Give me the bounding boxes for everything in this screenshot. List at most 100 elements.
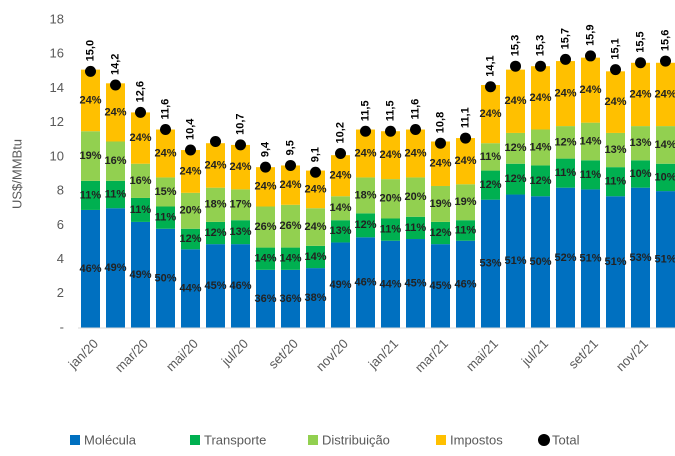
- share-label: 12%: [554, 136, 576, 148]
- share-label: 24%: [179, 165, 201, 177]
- total-label: 15,0: [84, 40, 96, 61]
- bar-segment: [106, 180, 125, 209]
- bar-segment: [531, 66, 550, 130]
- legend-label: Distribuição: [322, 432, 390, 447]
- share-label: 11%: [580, 169, 602, 181]
- bar-segment: [631, 126, 650, 161]
- bar-segment: [456, 220, 475, 241]
- bar-segment: [256, 247, 275, 270]
- total-dot: [310, 166, 321, 178]
- bar-segment: [131, 197, 150, 222]
- total-dot: [360, 125, 371, 137]
- legend-swatch: [190, 435, 200, 445]
- share-label: 46%: [354, 277, 376, 289]
- share-label: 24%: [129, 132, 151, 144]
- share-label: 11%: [605, 176, 627, 188]
- bar-segment: [606, 71, 625, 133]
- share-label: 10%: [654, 171, 675, 183]
- x-tick-label: nov/21: [613, 336, 651, 374]
- share-label: 15%: [154, 186, 176, 198]
- total-label: 10,8: [434, 112, 446, 133]
- x-tick-label: jul/20: [218, 336, 251, 369]
- share-label: 13%: [229, 226, 251, 238]
- share-label: 53%: [629, 252, 651, 264]
- bar-segment: [206, 221, 225, 245]
- bar-segment: [481, 85, 500, 144]
- bar-segment: [556, 158, 575, 188]
- share-label: 12%: [179, 233, 201, 245]
- legend-label: Total: [552, 432, 580, 447]
- bar-segment: [306, 268, 325, 328]
- share-label: 24%: [379, 149, 401, 161]
- bar-segment: [131, 112, 150, 164]
- total-label: 9,1: [309, 147, 321, 162]
- bar-segment: [506, 163, 525, 195]
- total-label: 9,5: [284, 140, 296, 155]
- share-label: 13%: [629, 137, 651, 149]
- bar-segment: [381, 240, 400, 328]
- bar-segment: [556, 61, 575, 127]
- share-label: 20%: [179, 205, 201, 217]
- total-label: 14,2: [109, 54, 121, 75]
- bar-segment: [581, 57, 600, 123]
- bar-segment: [106, 141, 125, 181]
- share-label: 24%: [654, 88, 675, 100]
- share-label: 36%: [279, 293, 301, 305]
- bar-segment: [556, 126, 575, 159]
- share-label: 11%: [405, 222, 427, 234]
- share-label: 44%: [379, 278, 401, 290]
- total-label: 15,3: [509, 35, 521, 56]
- total-dot: [560, 53, 571, 65]
- bar-segment: [381, 218, 400, 241]
- y-tick-label: 8: [57, 183, 64, 198]
- total-label: 15,3: [534, 35, 546, 56]
- bar-segment: [481, 199, 500, 328]
- share-label: 12%: [504, 173, 526, 185]
- bar-segment: [581, 189, 600, 328]
- bar-segment: [656, 62, 675, 127]
- bar-segment: [231, 244, 250, 328]
- bar-segment: [281, 269, 300, 328]
- legend-label: Impostos: [450, 432, 503, 447]
- bar-segment: [406, 177, 425, 217]
- share-label: 17%: [229, 199, 251, 211]
- share-label: 10%: [629, 168, 651, 180]
- share-label: 38%: [304, 292, 326, 304]
- share-label: 26%: [279, 220, 301, 232]
- bar-segment: [631, 62, 650, 127]
- y-tick-label: 12: [50, 114, 64, 129]
- share-label: 13%: [329, 225, 351, 237]
- bar-segment: [606, 196, 625, 328]
- bar-segment: [256, 206, 275, 248]
- bar-segment: [181, 228, 200, 250]
- legend-label: Transporte: [204, 432, 266, 447]
- bar-segment: [431, 141, 450, 186]
- bar-segment: [181, 249, 200, 328]
- share-label: 44%: [179, 283, 201, 295]
- share-label: 24%: [254, 181, 276, 193]
- bar-segment: [256, 167, 275, 207]
- y-tick-label: -: [60, 319, 64, 334]
- bar-segment: [306, 245, 325, 269]
- share-label: 24%: [279, 179, 301, 191]
- legend-swatch: [538, 434, 550, 446]
- x-tick-label: jan/20: [65, 336, 101, 372]
- share-label: 24%: [604, 96, 626, 108]
- bar-segment: [656, 163, 675, 192]
- y-tick-label: 6: [57, 217, 64, 232]
- bar-segment: [631, 187, 650, 328]
- bar-segment: [406, 129, 425, 178]
- total-label: 11,5: [384, 100, 396, 121]
- total-dot: [485, 81, 496, 93]
- share-label: 16%: [129, 175, 151, 187]
- bar-segment: [81, 69, 100, 132]
- share-label: 49%: [104, 262, 126, 274]
- total-label: 10,2: [334, 122, 346, 143]
- bar-segment: [156, 206, 175, 229]
- share-label: 46%: [454, 278, 476, 290]
- bar-segment: [356, 177, 375, 214]
- total-label: 14,1: [484, 55, 496, 76]
- share-label: 12%: [429, 227, 451, 239]
- y-tick-label: 4: [57, 251, 64, 266]
- share-label: 45%: [204, 280, 226, 292]
